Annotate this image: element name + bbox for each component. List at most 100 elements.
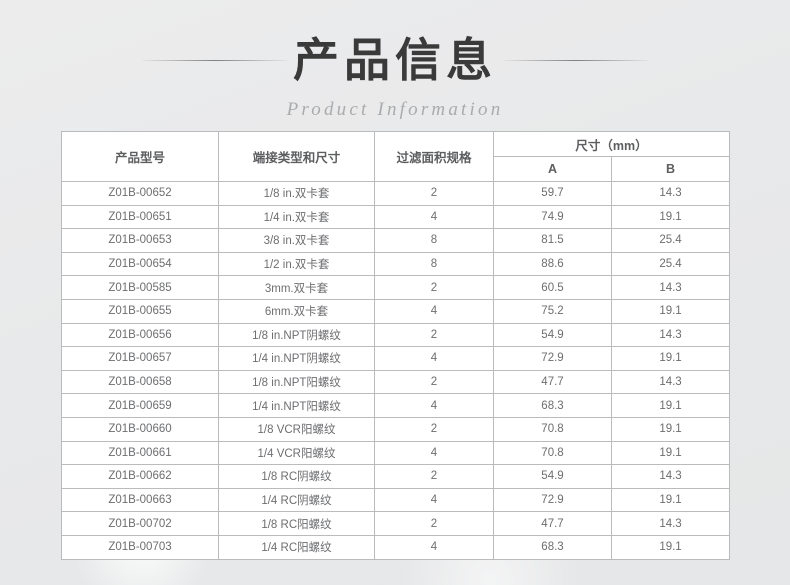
cell-model: Z01B-00655 — [61, 298, 219, 324]
cell-dim-a: 60.5 — [493, 275, 612, 300]
page-subtitle: Product Information — [286, 99, 504, 120]
cell-dim-a: 70.8 — [493, 416, 612, 442]
cell-dim-a: 88.6 — [493, 251, 612, 277]
table-head: 产品型号 端接类型和尺寸 过滤面积规格 尺寸（mm） A B — [61, 131, 731, 182]
cell-dim-b: 14.3 — [610, 464, 731, 489]
title-rule-left — [142, 59, 287, 61]
table-body: Z01B-00652 1/8 in.双卡套 2 59.7 14.3 Z01B-00651 1… — [61, 181, 731, 560]
cell-termination: 1/8 in.NPT阴螺纹 — [218, 322, 375, 348]
cell-dim-b: 19.1 — [610, 346, 731, 371]
cell-dim-a: 74.9 — [493, 204, 612, 230]
cell-dim-b: 14.3 — [610, 369, 731, 395]
cell-filter-area: 4 — [374, 440, 494, 466]
table-row: Z01B-00663 1/4 RC阴螺纹 4 72.9 19.1 — [61, 487, 731, 513]
cell-filter-area: 2 — [374, 416, 494, 442]
column-header-dim-a: A — [493, 156, 612, 182]
cell-dim-a: 47.7 — [493, 369, 612, 395]
cell-filter-area: 2 — [374, 181, 494, 206]
title-rule-right — [503, 59, 648, 61]
cell-filter-area: 4 — [374, 346, 494, 371]
column-header-model: 产品型号 — [61, 131, 219, 182]
cell-model: Z01B-00656 — [61, 322, 219, 348]
table-row: Z01B-00703 1/4 RC阳螺纹 4 68.3 19.1 — [61, 534, 731, 560]
cell-termination: 1/4 in.双卡套 — [218, 204, 375, 230]
table-row: Z01B-00651 1/4 in.双卡套 4 74.9 19.1 — [61, 204, 731, 230]
cell-termination: 1/8 in.NPT阳螺纹 — [218, 369, 375, 395]
cell-model: Z01B-00653 — [61, 228, 219, 253]
cell-dim-b: 19.1 — [610, 393, 731, 418]
cell-model: Z01B-00651 — [61, 204, 219, 230]
cell-model: Z01B-00661 — [61, 440, 219, 466]
table-row: Z01B-00655 6mm.双卡套 4 75.2 19.1 — [61, 298, 731, 324]
cell-filter-area: 2 — [374, 464, 494, 489]
cell-dim-a: 47.7 — [493, 511, 612, 536]
cell-dim-a: 68.3 — [493, 534, 612, 560]
cell-dim-b: 14.3 — [610, 511, 731, 536]
table-row: Z01B-00654 1/2 in.双卡套 8 88.6 25.4 — [61, 251, 731, 277]
table-row: Z01B-00660 1/8 VCR阳螺纹 2 70.8 19.1 — [61, 416, 731, 442]
column-header-dimension: 尺寸（mm） — [492, 131, 731, 157]
cell-filter-area: 2 — [374, 511, 494, 536]
cell-termination: 1/4 RC阳螺纹 — [218, 534, 375, 560]
cell-model: Z01B-00659 — [61, 393, 219, 418]
table-header-row-primary: 产品型号 端接类型和尺寸 过滤面积规格 尺寸（mm） — [61, 131, 731, 182]
table-header-row-secondary: A B — [62, 156, 731, 182]
product-spec-table: 产品型号 端接类型和尺寸 过滤面积规格 尺寸（mm） A B Z01B-0065… — [61, 131, 731, 560]
cell-termination: 1/4 RC阴螺纹 — [218, 487, 375, 513]
cell-filter-area: 8 — [374, 228, 494, 253]
table-row: Z01B-00653 3/8 in.双卡套 8 81.5 25.4 — [61, 228, 731, 253]
cell-filter-area: 4 — [374, 534, 494, 560]
table-row: Z01B-00656 1/8 in.NPT阴螺纹 2 54.9 14.3 — [61, 322, 731, 348]
cell-model: Z01B-00652 — [61, 181, 219, 206]
table-row: Z01B-00661 1/4 VCR阳螺纹 4 70.8 19.1 — [61, 440, 731, 466]
spec-table-wrapper: 产品型号 端接类型和尺寸 过滤面积规格 尺寸（mm） A B Z01B-0065… — [61, 131, 731, 560]
cell-filter-area: 4 — [374, 298, 494, 324]
cell-dim-a: 59.7 — [493, 181, 612, 206]
cell-model: Z01B-00703 — [61, 534, 219, 560]
cell-termination: 1/8 in.双卡套 — [218, 181, 375, 206]
cell-model: Z01B-00702 — [61, 511, 219, 536]
cell-dim-b: 19.1 — [610, 440, 731, 466]
cell-filter-area: 8 — [374, 251, 494, 277]
cell-filter-area: 2 — [374, 322, 494, 348]
cell-termination: 1/8 RC阴螺纹 — [218, 464, 375, 489]
cell-dim-b: 14.3 — [610, 275, 731, 300]
cell-model: Z01B-00658 — [61, 369, 219, 395]
cell-termination: 1/8 RC阳螺纹 — [218, 511, 375, 536]
cell-dim-a: 54.9 — [493, 322, 612, 348]
cell-model: Z01B-00585 — [61, 275, 219, 300]
column-header-filter-area: 过滤面积规格 — [374, 131, 494, 182]
cell-termination: 1/2 in.双卡套 — [218, 251, 375, 277]
cell-dim-a: 72.9 — [493, 487, 612, 513]
cell-dim-a: 70.8 — [493, 440, 612, 466]
column-header-dim-b: B — [610, 156, 731, 182]
table-row: Z01B-00657 1/4 in.NPT阴螺纹 4 72.9 19.1 — [61, 346, 731, 371]
cell-termination: 1/4 in.NPT阳螺纹 — [218, 393, 375, 418]
cell-termination: 1/8 VCR阳螺纹 — [218, 416, 375, 442]
cell-dim-b: 19.1 — [610, 534, 731, 560]
page-title: 产品信息 — [293, 33, 497, 87]
cell-filter-area: 4 — [374, 487, 494, 513]
cell-dim-a: 81.5 — [493, 228, 612, 253]
table-row: Z01B-00702 1/8 RC阳螺纹 2 47.7 14.3 — [61, 511, 731, 536]
cell-filter-area: 4 — [374, 204, 494, 230]
cell-dim-a: 54.9 — [493, 464, 612, 489]
cell-termination: 1/4 in.NPT阴螺纹 — [218, 346, 375, 371]
cell-model: Z01B-00662 — [61, 464, 219, 489]
cell-dim-b: 14.3 — [610, 322, 731, 348]
cell-filter-area: 2 — [374, 275, 494, 300]
cell-dim-b: 25.4 — [610, 251, 731, 277]
cell-termination: 3/8 in.双卡套 — [218, 228, 375, 253]
cell-dim-b: 14.3 — [610, 181, 731, 206]
page-header: 产品信息 Product Information — [0, 30, 790, 121]
cell-termination: 1/4 VCR阳螺纹 — [218, 440, 375, 466]
cell-filter-area: 4 — [374, 393, 494, 418]
title-row: 产品信息 — [0, 30, 790, 90]
cell-dim-b: 25.4 — [610, 228, 731, 253]
cell-dim-b: 19.1 — [610, 487, 731, 513]
cell-dim-b: 19.1 — [610, 204, 731, 230]
table-row: Z01B-00652 1/8 in.双卡套 2 59.7 14.3 — [61, 181, 731, 206]
cell-filter-area: 2 — [374, 369, 494, 395]
table-row: Z01B-00662 1/8 RC阴螺纹 2 54.9 14.3 — [61, 464, 731, 489]
